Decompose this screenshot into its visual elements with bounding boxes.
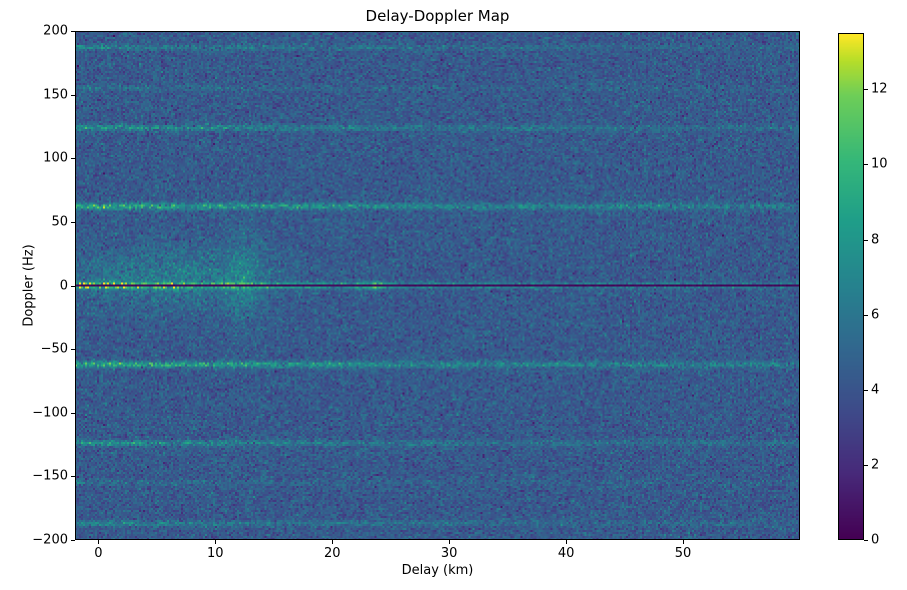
y-tick-label: 150 [43, 87, 68, 103]
y-tick-label: 0 [59, 278, 68, 293]
colorbar-tick-mark [864, 314, 868, 316]
x-tick-label: 20 [323, 546, 341, 561]
x-tick-mark [683, 540, 685, 544]
colorbar-tick-label: 12 [871, 81, 888, 97]
y-tick-label: −100 [32, 405, 68, 421]
colorbar-tick-mark [864, 164, 868, 166]
y-tick-mark [71, 476, 75, 478]
x-tick-label: 0 [94, 546, 103, 561]
x-axis-label: Delay (km) [401, 563, 474, 578]
x-tick-mark [332, 540, 334, 544]
y-tick-label: 50 [51, 214, 68, 230]
colorbar-tick-mark [864, 239, 868, 241]
x-tick-label: 30 [440, 546, 458, 561]
chart-title: Delay-Doppler Map [365, 7, 510, 25]
colorbar-tick-label: 0 [871, 532, 880, 548]
heatmap-canvas [75, 31, 800, 540]
colorbar-tick-label: 2 [871, 457, 880, 473]
colorbar [838, 33, 864, 540]
colorbar-tick-mark [864, 89, 868, 91]
colorbar-tick-mark [864, 540, 868, 541]
y-tick-mark [71, 540, 75, 541]
y-tick-mark [71, 349, 75, 351]
x-tick-label: 10 [207, 546, 224, 561]
x-tick-label: 50 [674, 546, 692, 561]
y-tick-label: −150 [32, 468, 68, 484]
x-tick-mark [566, 540, 568, 544]
y-tick-label: −50 [40, 341, 68, 357]
colorbar-tick-label: 4 [871, 382, 880, 398]
colorbar-tick-label: 8 [871, 232, 880, 248]
y-tick-mark [71, 94, 75, 96]
y-tick-mark [71, 285, 75, 287]
colorbar-tick-mark [864, 389, 868, 391]
colorbar-canvas [839, 34, 863, 539]
colorbar-tick-label: 10 [871, 156, 888, 172]
colorbar-tick-mark [864, 464, 868, 466]
y-tick-label: 100 [43, 150, 68, 166]
x-tick-mark [98, 540, 100, 544]
y-tick-mark [71, 31, 75, 32]
colorbar-tick-label: 6 [871, 307, 880, 323]
y-tick-mark [71, 158, 75, 160]
x-tick-mark [215, 540, 217, 544]
y-tick-mark [71, 412, 75, 414]
y-axis-label: Doppler (Hz) [21, 244, 37, 327]
y-tick-label: −200 [32, 532, 68, 548]
plot-area [75, 31, 800, 540]
y-tick-label: 200 [43, 23, 68, 39]
x-tick-mark [449, 540, 451, 544]
x-tick-label: 40 [557, 546, 575, 561]
y-tick-mark [71, 221, 75, 223]
